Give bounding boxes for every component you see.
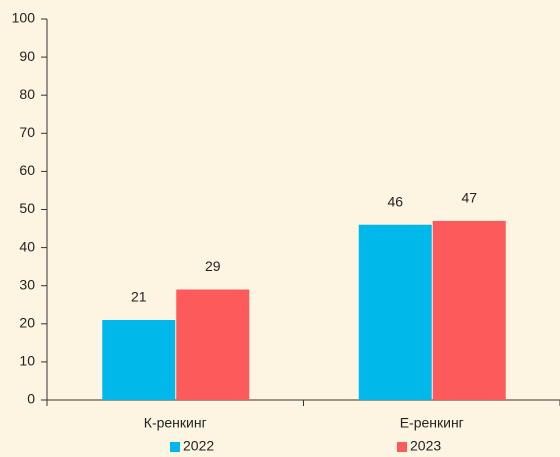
x-tick-label: К-ренкинг: [144, 415, 207, 431]
value-label: 29: [205, 258, 221, 274]
legend-swatch: [397, 442, 407, 452]
y-tick-label: 50: [19, 200, 35, 216]
x-tick-label: Е-ренкинг: [400, 415, 464, 431]
y-tick-label: 10: [19, 353, 35, 369]
legend-label: 2023: [410, 438, 441, 454]
y-tick-label: 80: [19, 86, 35, 102]
y-tick-label: 70: [19, 124, 35, 140]
value-label: 47: [461, 190, 477, 206]
bar: [176, 289, 250, 400]
legend-swatch: [170, 442, 180, 452]
bar: [102, 319, 176, 400]
bar: [432, 220, 506, 400]
y-tick-label: 0: [27, 391, 35, 407]
y-tick-label: 30: [19, 276, 35, 292]
value-label: 21: [131, 289, 147, 305]
value-label: 46: [387, 193, 403, 209]
y-tick-label: 60: [19, 162, 35, 178]
y-tick-label: 90: [19, 48, 35, 64]
y-tick-label: 100: [12, 10, 36, 26]
y-tick-label: 20: [19, 315, 35, 331]
y-tick-label: 40: [19, 238, 35, 254]
bar: [358, 224, 432, 400]
legend-label: 2022: [183, 438, 214, 454]
